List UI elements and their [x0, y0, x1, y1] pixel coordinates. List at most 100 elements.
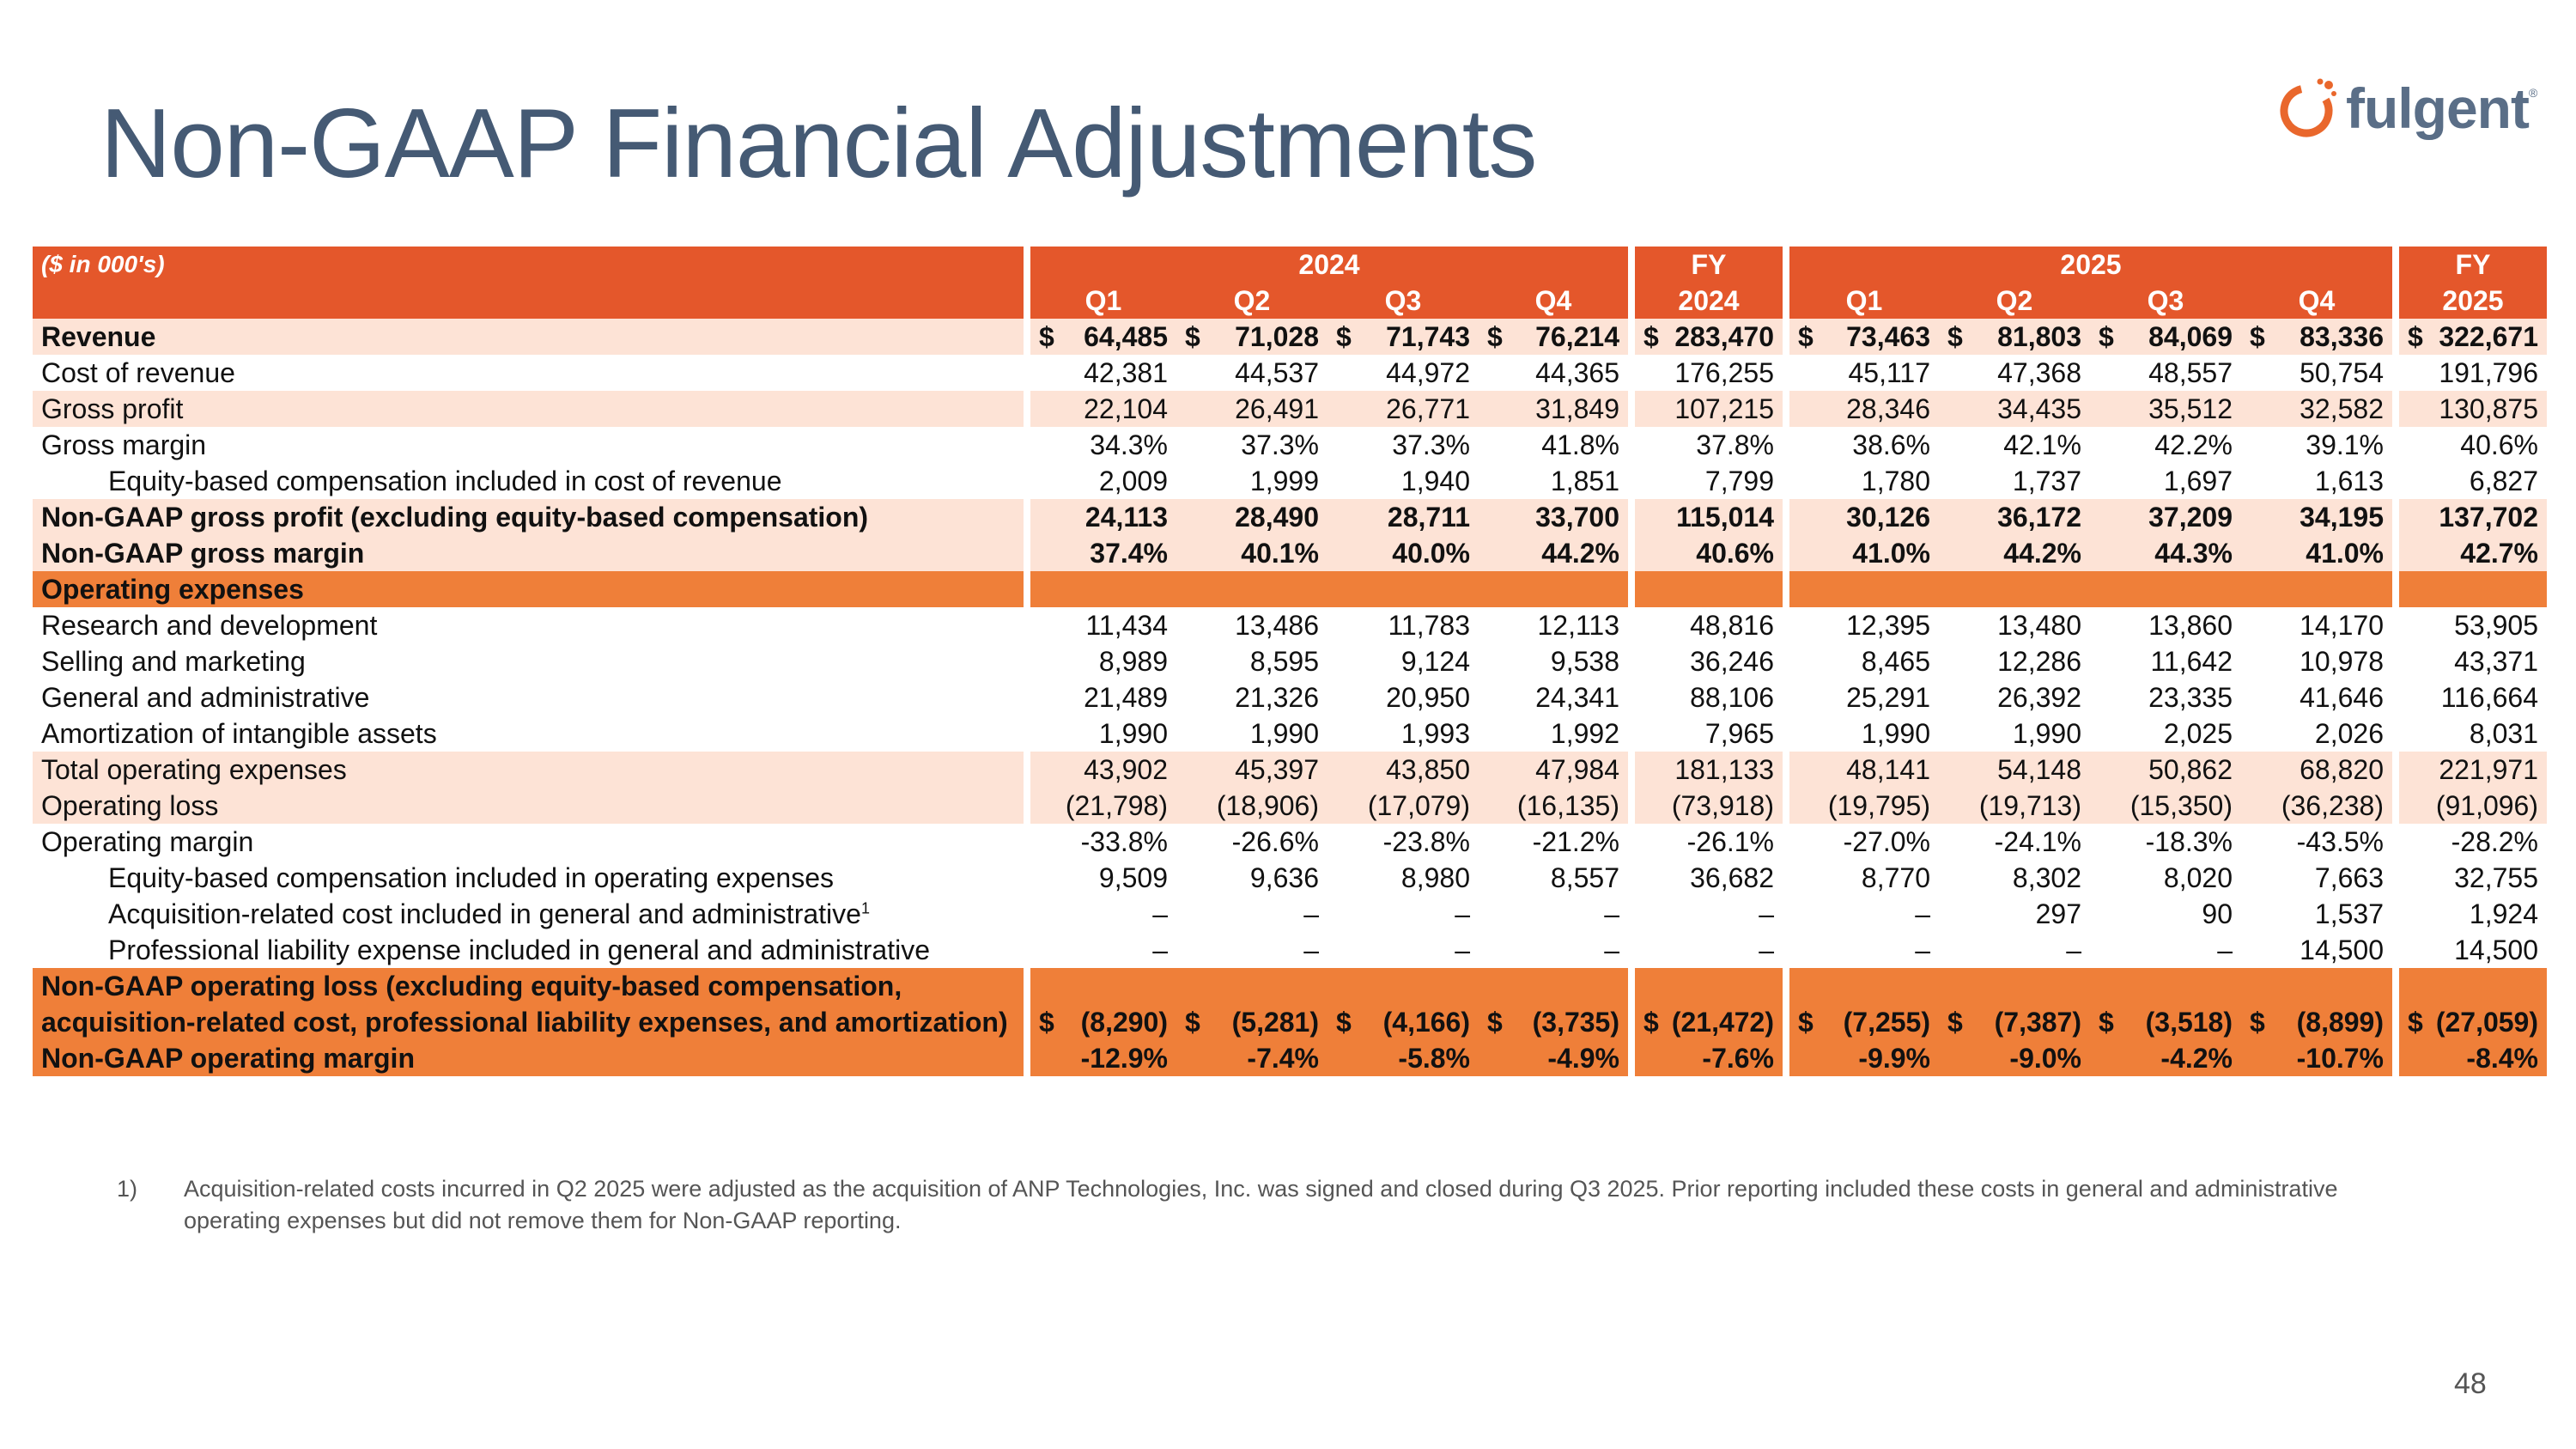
table-row: Research and development 11,434 13,486 11,7…: [33, 607, 2547, 643]
table-cell: –: [1152, 935, 1168, 965]
table-cell: $83,336: [2241, 319, 2392, 355]
table-cell: 43,850: [1327, 752, 1479, 788]
table-cell: [1939, 968, 2090, 1004]
table-cell: [2090, 571, 2241, 607]
column-gap: [1024, 752, 1030, 788]
table-cell: [1479, 571, 1628, 607]
table-row: Revenue $64,485 $71,028 $71,743 $76,214 $283,…: [33, 319, 2547, 355]
table-row: Operating expenses: [33, 571, 2547, 607]
table-cell: 24,113: [1030, 499, 1176, 535]
table-cell: 1,851: [1550, 466, 1619, 496]
table-cell: (91,096): [2399, 788, 2547, 824]
table-cell: 23,335: [2148, 682, 2233, 713]
row-label: Total operating expenses: [33, 752, 1024, 788]
column-gap: [2392, 427, 2399, 463]
row-label: Operating expenses: [33, 571, 1024, 607]
table-cell: 7,799: [1704, 466, 1774, 496]
table-cell: –: [1303, 935, 1319, 965]
unit-label: ($ in 000's): [33, 247, 1024, 283]
table-cell: 14,500: [2454, 935, 2538, 965]
table-cell: $84,069: [2090, 319, 2241, 355]
currency-symbol: $: [1798, 1007, 1814, 1038]
column-gap: [1024, 499, 1030, 535]
table-cell: 47,368: [1997, 357, 2081, 388]
table-cell: 42.1%: [2003, 429, 2081, 460]
page-title: Non-GAAP Financial Adjustments: [100, 89, 1537, 198]
table-cell: 40.6%: [2460, 429, 2538, 460]
column-gap: [1783, 535, 1789, 571]
column-gap: [1024, 715, 1030, 752]
table-cell: 13,480: [1997, 610, 2081, 641]
footnote-number: 1): [117, 1176, 138, 1202]
table-cell: -23.8%: [1382, 826, 1470, 857]
column-gap: [1024, 319, 1030, 355]
table-cell: $81,803: [1939, 319, 2090, 355]
table-cell: -12.9%: [1030, 1040, 1176, 1076]
table-cell: 40.0%: [1327, 535, 1479, 571]
row-label: Non-GAAP operating margin: [33, 1040, 1024, 1076]
row-label: Equity-based compensation included in op…: [108, 862, 834, 893]
table-cell: 8,302: [2012, 862, 2081, 893]
row-label: Non-GAAP gross margin: [33, 535, 1024, 571]
table-cell: 36,682: [1690, 862, 1774, 893]
table-cell: -26.6%: [1231, 826, 1319, 857]
table-cell: 8,465: [1861, 646, 1930, 677]
table-cell: $73,463: [1789, 319, 1939, 355]
table-cell: [1176, 968, 1327, 1004]
table-cell: 12,286: [1997, 646, 2081, 677]
column-gap: [1783, 391, 1789, 427]
column-gap: [1628, 463, 1635, 499]
currency-symbol: $: [1487, 1007, 1503, 1038]
footnote-ref: 1: [860, 899, 870, 917]
row-label: Equity-based compensation included in co…: [108, 466, 782, 496]
table-cell: 42.7%: [2399, 535, 2547, 571]
table-cell: 41.8%: [1541, 429, 1619, 460]
table-cell: [2241, 968, 2392, 1004]
table-row: Cost of revenue 42,381 44,537 44,972 44,365 1…: [33, 355, 2547, 391]
column-gap: [2392, 824, 2399, 860]
table-row: Non-GAAP gross margin 37.4% 40.1% 40.0% 44.2…: [33, 535, 2547, 571]
currency-symbol: $: [2408, 1007, 2423, 1038]
quarter-heading: Q3: [2090, 283, 2241, 319]
table-cell: -9.9%: [1789, 1040, 1939, 1076]
table-cell: 1,924: [2469, 898, 2538, 929]
column-gap: [1628, 968, 1635, 1004]
table-cell: 1,697: [2163, 466, 2233, 496]
year-2024-heading: 2024: [1030, 247, 1628, 283]
table-cell: 47,984: [1479, 752, 1628, 788]
table-row: Acquisition-related cost included in gen…: [33, 896, 2547, 932]
table-row: Non-GAAP operating margin -12.9% -7.4% -5.8…: [33, 1040, 2547, 1076]
currency-symbol: $: [1039, 1007, 1054, 1038]
table-cell: 68,820: [2241, 752, 2392, 788]
column-gap: [1783, 860, 1789, 896]
table-cell: –: [2217, 935, 2233, 965]
table-cell: -24.1%: [1994, 826, 2081, 857]
table-cell: 45,117: [1848, 357, 1931, 388]
column-gap: [1783, 715, 1789, 752]
column-gap: [2392, 643, 2399, 679]
column-gap: [2392, 860, 2399, 896]
table-cell: $ (5,281): [1176, 1004, 1327, 1040]
table-cell: 34,435: [1939, 391, 2090, 427]
table-cell: 50,754: [2300, 357, 2384, 388]
table-cell: -8.4%: [2399, 1040, 2547, 1076]
table-cell: 44,972: [1386, 357, 1470, 388]
table-cell: 43,902: [1030, 752, 1176, 788]
column-gap: [1024, 463, 1030, 499]
table-cell: (16,135): [1479, 788, 1628, 824]
column-gap: [1628, 932, 1635, 968]
column-gap: [1024, 1004, 1030, 1040]
column-gap: [1628, 427, 1635, 463]
table-cell: (73,918): [1635, 788, 1783, 824]
table-cell: 1,537: [2314, 898, 2384, 929]
column-gap: [1628, 715, 1635, 752]
table-cell: [2399, 571, 2547, 607]
table-cell: 2,009: [1098, 466, 1168, 496]
fy-year-2024: 2024: [1635, 283, 1783, 319]
table-cell: $ (8,899): [2241, 1004, 2392, 1040]
table-cell: $71,743: [1327, 319, 1479, 355]
table-cell: 38.6%: [1852, 429, 1930, 460]
row-label: Cost of revenue: [41, 357, 235, 388]
table-cell: 44.2%: [1939, 535, 2090, 571]
table-cell: 1,990: [1098, 718, 1168, 749]
